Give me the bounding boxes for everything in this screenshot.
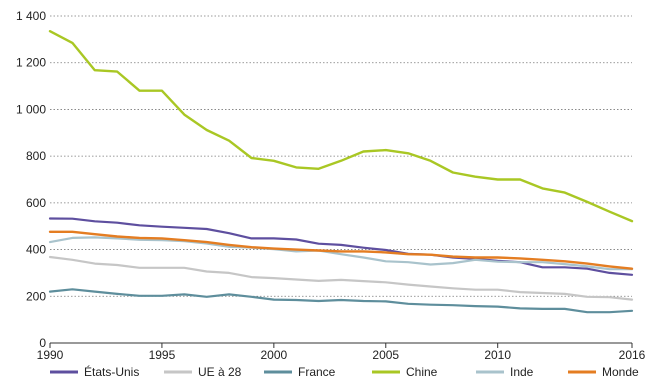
legend-label: États-Unis xyxy=(84,364,139,379)
legend-label: Inde xyxy=(510,365,534,379)
x-tick-label: 1990 xyxy=(37,348,64,362)
y-tick-label: 1 400 xyxy=(16,9,46,23)
axes: 0 200 400 600 800 1 000 1 200 1 400 1990 1995 2000… xyxy=(16,9,645,362)
legend-label: UE à 28 xyxy=(198,365,242,379)
series-line-1 xyxy=(48,255,634,301)
series-line-2 xyxy=(48,288,634,314)
legend-label: Chine xyxy=(406,365,438,379)
legend-label: France xyxy=(298,365,336,379)
series-lines xyxy=(48,30,634,314)
x-tick-label: 2005 xyxy=(372,348,399,362)
y-tick-label: 1 200 xyxy=(16,56,46,70)
x-tick-label: 2016 xyxy=(619,348,645,362)
legend-label: Monde xyxy=(602,365,639,379)
y-tick-label: 600 xyxy=(26,196,46,210)
series-line-3 xyxy=(48,30,634,223)
grid-lines xyxy=(50,15,632,297)
x-tick-label: 2000 xyxy=(260,348,287,362)
series-line-4 xyxy=(48,236,634,271)
x-tick-label: 2010 xyxy=(484,348,511,362)
y-tick-label: 1 000 xyxy=(16,102,46,116)
y-tick-label: 200 xyxy=(26,289,46,303)
x-tick-label: 1995 xyxy=(149,348,176,362)
series-line-0 xyxy=(48,217,634,276)
y-tick-label: 800 xyxy=(26,149,46,163)
y-tick-label: 0 xyxy=(39,336,46,350)
series-line-5 xyxy=(48,230,634,270)
legend: États-Unis UE à 28 France Chine Inde Monde xyxy=(50,364,639,379)
y-tick-label: 400 xyxy=(26,243,46,257)
